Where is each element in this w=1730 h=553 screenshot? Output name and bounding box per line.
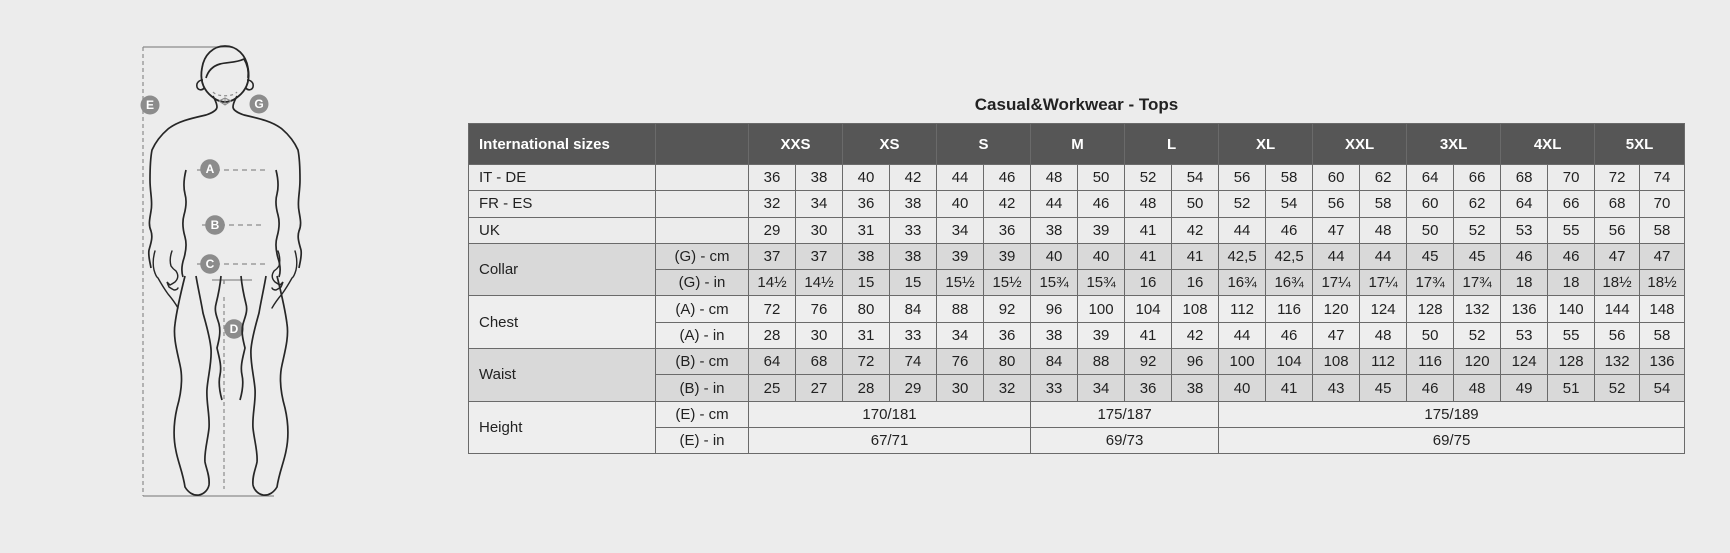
svg-text:G: G bbox=[254, 97, 263, 111]
svg-text:E: E bbox=[146, 98, 154, 112]
svg-text:B: B bbox=[211, 218, 220, 232]
svg-text:D: D bbox=[230, 322, 239, 336]
svg-text:C: C bbox=[206, 257, 215, 271]
svg-text:A: A bbox=[206, 162, 215, 176]
